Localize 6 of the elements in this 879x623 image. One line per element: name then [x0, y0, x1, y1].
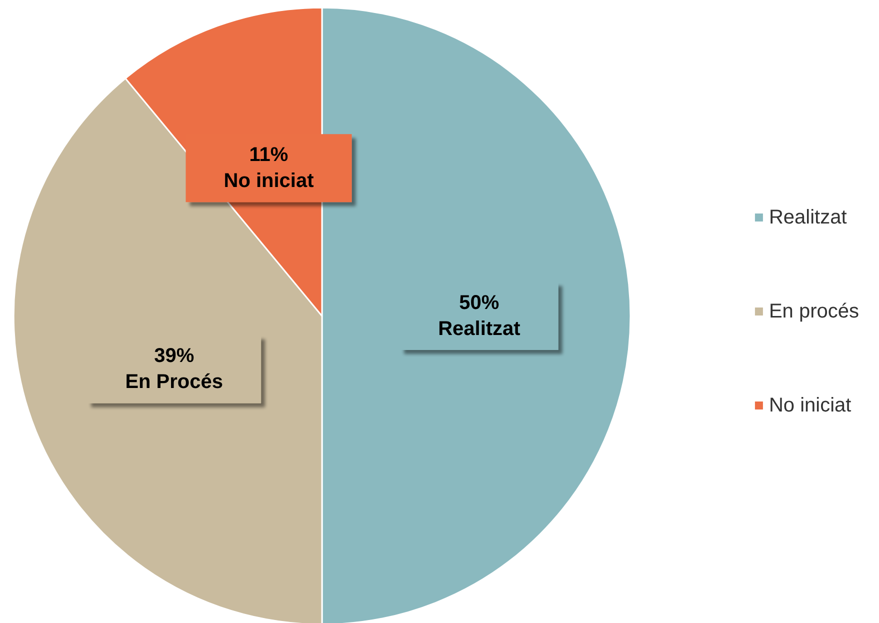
legend-label: No iniciat — [768, 394, 852, 416]
legend-label: Realitzat — [768, 206, 848, 228]
data-label: 50% Realitzat — [438, 292, 521, 340]
data-label: 39% En Procés — [125, 345, 224, 394]
data-label: 11% No iniciat — [224, 144, 314, 192]
legend-label: En procés — [768, 300, 860, 322]
